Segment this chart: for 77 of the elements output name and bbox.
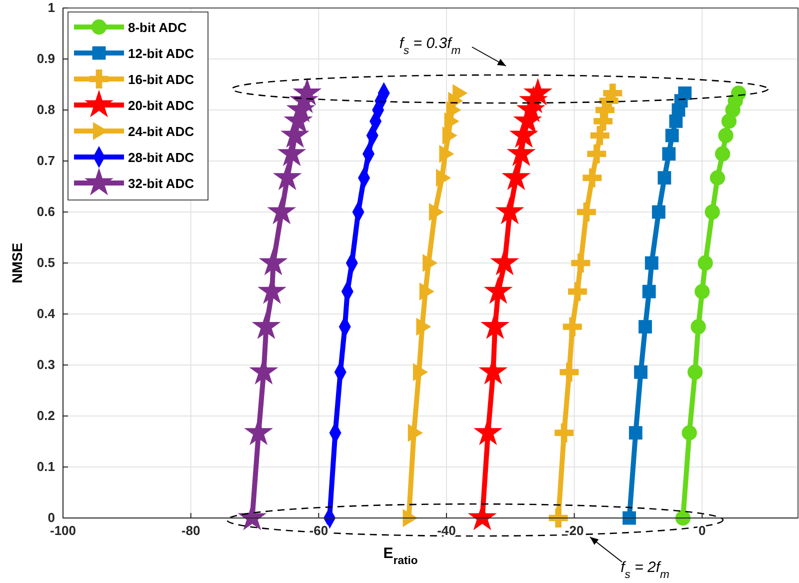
point: [554, 423, 574, 442]
point: [582, 168, 602, 188]
x-tick-label: -20: [564, 523, 584, 538]
point: [718, 128, 734, 144]
legend-label: 16-bit ADC: [128, 72, 195, 87]
text: f$_{s}$ = 2f$_{m}$: [620, 559, 670, 581]
point: [495, 196, 524, 224]
point: [428, 203, 444, 221]
point: [644, 256, 658, 270]
y-tick-label: 0.6: [36, 204, 55, 220]
point: [439, 144, 454, 163]
point: [652, 205, 666, 219]
point: [560, 362, 579, 382]
point: [698, 255, 713, 271]
point: [675, 510, 691, 526]
point: [587, 144, 606, 164]
x-tick-label: -40: [437, 523, 456, 538]
x-tick-label: -80: [181, 523, 200, 538]
point: [576, 202, 596, 222]
y-tick-label: 0.9: [36, 51, 55, 66]
y-tick-label: 0.8: [36, 102, 55, 118]
point: [484, 276, 513, 304]
point: [258, 248, 288, 276]
point: [267, 196, 296, 224]
point: [523, 78, 552, 106]
point: [412, 363, 428, 382]
y-tick-label: 0.3: [36, 357, 55, 372]
point: [502, 162, 531, 190]
point: [665, 128, 679, 142]
y-tick-label: 0.1: [36, 459, 55, 474]
y-tick-label: 0.5: [36, 255, 55, 270]
point: [638, 320, 652, 334]
point: [690, 319, 706, 334]
point: [422, 254, 438, 272]
legend-label: 12-bit ADC: [128, 46, 195, 61]
x-tick-label: -100: [50, 523, 76, 538]
point: [634, 365, 648, 379]
point: [678, 86, 692, 100]
point: [642, 284, 656, 298]
point: [694, 284, 710, 300]
annotation: f$_{s}$ = 0.3f$_{m}$: [399, 35, 461, 57]
y-tick-label: 0.4: [36, 306, 56, 322]
y-tick-label: 0: [48, 510, 55, 526]
point: [710, 170, 726, 186]
point: [548, 508, 568, 528]
point: [436, 168, 452, 187]
legend-label: 32-bit ADC: [128, 176, 195, 191]
point: [568, 282, 587, 302]
x-tick-label: 0: [698, 523, 706, 538]
point: [730, 86, 746, 101]
legend-label: 8-bit ADC: [128, 20, 188, 35]
point: [628, 426, 642, 440]
point: [272, 162, 302, 190]
point: [715, 146, 730, 162]
point: [688, 364, 703, 380]
y-tick-label: 1: [48, 0, 55, 16]
point: [571, 254, 590, 272]
point: [682, 425, 697, 440]
point: [658, 171, 672, 185]
point: [252, 312, 281, 340]
point: [590, 126, 610, 145]
point: [662, 147, 676, 161]
legend-label: 28-bit ADC: [128, 150, 195, 165]
point: [562, 317, 582, 336]
y-axis-title: NMSE: [9, 242, 25, 284]
y-tick-label: 0.7: [36, 153, 55, 168]
point: [292, 78, 322, 106]
point: [704, 204, 720, 220]
point: [416, 318, 432, 336]
y-tick-label: 0.2: [36, 408, 55, 424]
point: [408, 424, 423, 442]
legend-label: 20-bit ADC: [128, 98, 195, 113]
legend-label: 24-bit ADC: [128, 124, 195, 139]
point: [419, 282, 434, 301]
point: [442, 126, 458, 144]
x-axis-title: E$_{ratio}$: [383, 545, 418, 567]
point: [622, 511, 636, 525]
